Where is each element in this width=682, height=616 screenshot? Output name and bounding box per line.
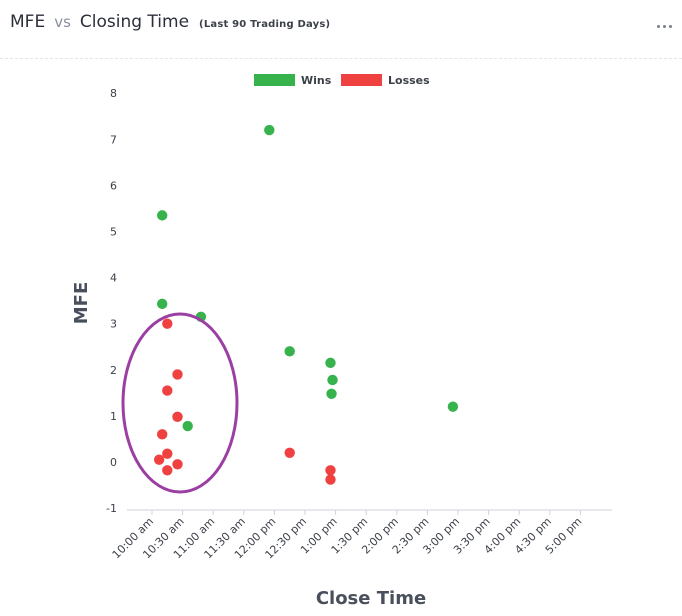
loss-point — [162, 448, 173, 459]
header-divider — [0, 58, 682, 59]
y-tick-label: 7 — [110, 133, 117, 146]
loss-point — [162, 385, 173, 396]
y-tick-label: 3 — [110, 318, 117, 331]
loss-point — [162, 318, 173, 329]
win-point — [182, 420, 193, 432]
y-tick-label: 0 — [110, 456, 117, 469]
y-tick-label: 1 — [110, 410, 117, 423]
y-axis-title: MFE — [71, 282, 92, 325]
win-point — [327, 374, 338, 386]
loss-point — [172, 411, 183, 423]
title-metric: MFE — [10, 12, 46, 32]
y-tick-label: 8 — [110, 87, 117, 100]
loss-point — [162, 465, 173, 476]
title-vs: vs — [54, 13, 71, 31]
loss-point — [172, 459, 183, 470]
legend-swatch-wins[interactable] — [254, 74, 295, 86]
y-tick-label: 4 — [110, 272, 117, 285]
chart-title: MFE vs Closing Time (Last 90 Trading Day… — [10, 12, 330, 32]
win-point — [447, 401, 459, 412]
legend-label-losses[interactable]: Losses — [388, 74, 430, 87]
y-tick-label: 2 — [110, 364, 117, 377]
win-point — [264, 124, 275, 136]
win-point — [157, 298, 168, 310]
loss-point — [284, 447, 295, 458]
loss-point — [325, 474, 336, 485]
chart-header: MFE vs Closing Time (Last 90 Trading Day… — [0, 0, 682, 52]
win-point — [325, 357, 336, 369]
win-point — [326, 388, 337, 399]
y-tick-label: 6 — [110, 179, 117, 192]
legend-swatch-losses[interactable] — [341, 74, 382, 86]
x-axis-title: Close Time — [316, 588, 426, 609]
loss-point — [153, 454, 165, 465]
title-versus: Closing Time — [79, 12, 190, 32]
win-point — [157, 210, 168, 221]
loss-point — [172, 369, 183, 380]
title-subtitle: (Last 90 Trading Days) — [199, 19, 331, 30]
highlight-ellipse — [121, 312, 239, 494]
y-tick-label: -1 — [106, 502, 117, 515]
loss-point — [325, 465, 336, 476]
win-point — [284, 346, 295, 357]
y-tick-label: 5 — [110, 226, 117, 239]
legend-label-wins[interactable]: Wins — [301, 74, 332, 87]
more-horizontal-icon[interactable] — [654, 18, 674, 34]
loss-point — [157, 429, 168, 440]
